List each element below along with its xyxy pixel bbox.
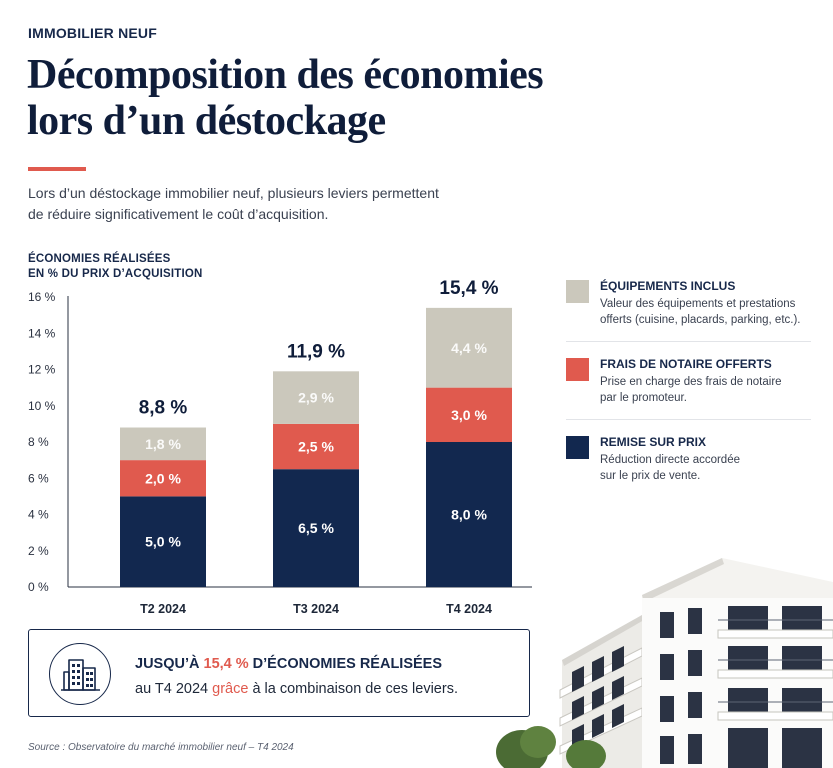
legend-desc-line: Prise en charge des frais de notaire <box>600 376 782 388</box>
legend-desc-line: sur le prix de vente. <box>600 470 701 482</box>
legend-desc-line: par le promoteur. <box>600 392 687 404</box>
legend-title: ÉQUIPEMENTS INCLUS <box>600 279 736 293</box>
bar-segment <box>426 307 512 388</box>
bar-data-label: 3,0 % <box>451 407 487 423</box>
bar-data-label: 4,4 % <box>451 340 487 356</box>
intro-line-2: de réduire significativement le coût d’a… <box>28 206 329 222</box>
bar-segment <box>426 387 512 442</box>
callout-headline-c: D’ÉCONOMIES RÉALISÉES <box>248 656 443 672</box>
bar-segment <box>426 442 512 587</box>
legend-desc: Valeur des équipements et prestations of… <box>600 296 811 328</box>
bar-data-label: 8,0 % <box>451 507 487 523</box>
bar-data-label: 5,0 % <box>145 534 181 550</box>
legend-title: FRAIS DE NOTAIRE OFFERTS <box>600 357 772 371</box>
bar-segment <box>120 460 206 497</box>
legend-item-frais-notaire: FRAIS DE NOTAIRE OFFERTS Prise en charge… <box>566 356 811 406</box>
bar-total-label: 8,8 % <box>139 398 188 419</box>
bar-segment <box>120 496 206 587</box>
accent-rule <box>28 167 86 171</box>
legend-desc: Prise en charge des frais de notaire par… <box>600 374 811 406</box>
roof-edge <box>642 558 724 602</box>
y-tick-label: 8 % <box>28 435 49 449</box>
x-category-label: T3 2024 <box>293 602 339 616</box>
summary-callout: JUSQU’À 15,4 % D’ÉCONOMIES RÉALISÉES au … <box>28 629 530 717</box>
y-axis-title-line-2: EN % DU PRIX D’ACQUISITION <box>28 268 203 280</box>
bar-data-label: 2,9 % <box>298 390 334 406</box>
y-axis-title: ÉCONOMIES RÉALISÉES EN % DU PRIX D’ACQUI… <box>28 252 203 282</box>
bar-data-label: 2,0 % <box>145 470 181 486</box>
callout-highlight-value: 15,4 % <box>203 656 249 672</box>
legend-swatch-remise <box>566 436 589 459</box>
x-category-label: T2 2024 <box>140 602 186 616</box>
legend: ÉQUIPEMENTS INCLUS Valeur des équipement… <box>566 278 811 484</box>
building-icon <box>49 643 111 705</box>
y-tick-label: 12 % <box>28 363 56 377</box>
source-note: Source : Observatoire du marché immobili… <box>28 742 294 753</box>
bar-segment <box>120 427 206 461</box>
bar-data-label: 2,5 % <box>298 439 334 455</box>
callout-headline: JUSQU’À 15,4 % D’ÉCONOMIES RÉALISÉES <box>135 656 442 672</box>
bar-data-label: 6,5 % <box>298 520 334 536</box>
y-axis-title-line-1: ÉCONOMIES RÉALISÉES <box>28 253 171 265</box>
legend-desc-line: offerts (cuisine, placards, parking, etc… <box>600 314 801 326</box>
kicker: IMMOBILIER NEUF <box>28 25 157 41</box>
tree-illustration <box>496 726 606 768</box>
y-tick-label: 2 % <box>28 544 49 558</box>
legend-swatch-frais-notaire <box>566 358 589 381</box>
page-title: Décomposition des économies lors d’un dé… <box>27 52 727 144</box>
bar-segment <box>273 469 359 587</box>
roof-edge-left <box>562 615 644 666</box>
callout-subline-a: au T4 2024 <box>135 681 213 697</box>
building-illustration <box>496 558 833 768</box>
stacked-bar-chart: 0 % 2 % 4 % 6 % 8 % 10 % 12 % 14 % 16 % 5,0 % 2,0 … <box>28 280 532 616</box>
legend-divider <box>566 419 811 420</box>
legend-desc-line: Valeur des équipements et prestations <box>600 298 796 310</box>
legend-swatch-equipements <box>566 280 589 303</box>
legend-divider <box>566 341 811 342</box>
x-category-label: T4 2024 <box>446 602 492 616</box>
bar-data-label: 1,8 % <box>145 436 181 452</box>
y-tick-label: 14 % <box>28 326 56 340</box>
y-tick-label: 6 % <box>28 471 49 485</box>
building-icon-graphic <box>61 659 100 691</box>
intro-text: Lors d’un déstockage immobilier neuf, pl… <box>28 183 488 225</box>
legend-item-remise: REMISE SUR PRIX Réduction directe accord… <box>566 434 811 484</box>
y-tick-label: 0 % <box>28 580 49 594</box>
title-line-2: lors d’un déstockage <box>27 98 386 144</box>
bar-segment <box>273 423 359 470</box>
y-tick-label: 16 % <box>28 290 56 304</box>
legend-item-equipements: ÉQUIPEMENTS INCLUS Valeur des équipement… <box>566 278 811 328</box>
y-tick-label: 4 % <box>28 508 49 522</box>
callout-subline: au T4 2024 grâce à la combinaison de ces… <box>135 681 458 697</box>
bar-total-label: 11,9 % <box>287 341 345 362</box>
intro-line-1: Lors d’un déstockage immobilier neuf, pl… <box>28 185 439 201</box>
callout-subline-c: à la combinaison de ces leviers. <box>248 681 458 697</box>
callout-highlight-word: grâce <box>212 681 249 697</box>
legend-desc: Réduction directe accordée sur le prix d… <box>600 452 811 484</box>
legend-title: REMISE SUR PRIX <box>600 435 707 449</box>
title-line-1: Décomposition des économies <box>27 52 544 98</box>
bar-segment <box>273 371 359 424</box>
y-tick-label: 10 % <box>28 399 56 413</box>
callout-headline-a: JUSQU’À <box>135 656 204 672</box>
bar-total-label: 15,4 % <box>439 280 498 299</box>
legend-desc-line: Réduction directe accordée <box>600 454 740 466</box>
